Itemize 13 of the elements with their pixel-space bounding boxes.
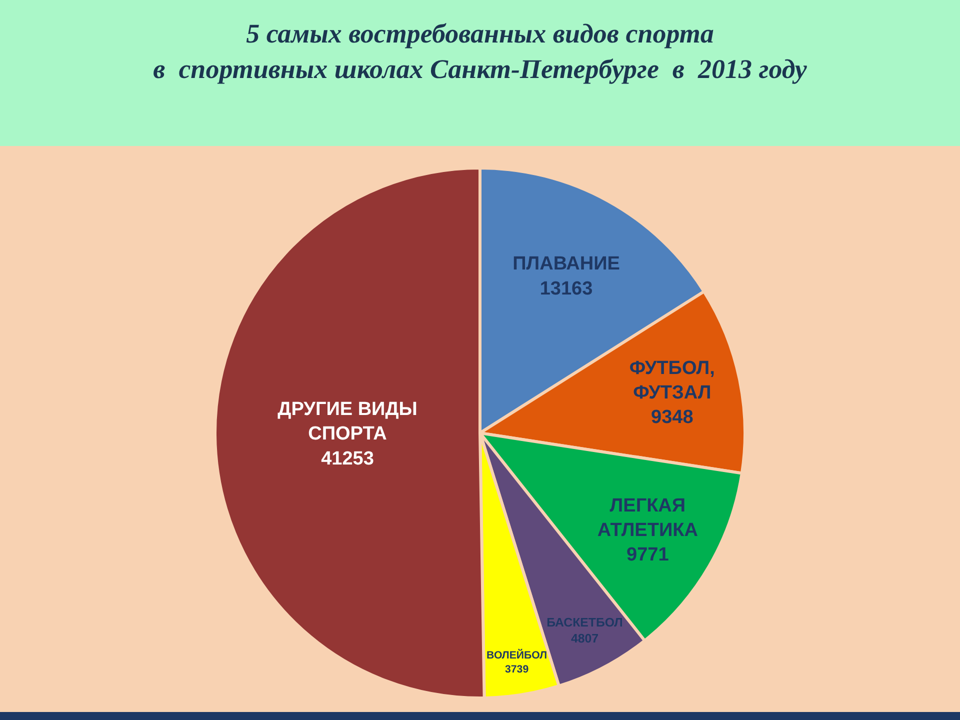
data-label: 3739: [505, 664, 529, 676]
slice-label: ПЛАВАНИЕ: [512, 254, 620, 275]
slice-label: ФУТБОЛ, ФУТЗАЛ: [629, 358, 715, 404]
slice-label: ЛЕГКАЯ АТЛЕТИКА: [597, 495, 698, 542]
chart-title: 5 самых востребованных видов спорта в спортивных школах Санкт-Петербурге в 2013 году: [153, 18, 808, 84]
slice-label: ВОЛЕЙБОЛ: [486, 648, 548, 662]
data-label: 4807: [570, 632, 599, 646]
data-label: 41253: [321, 448, 374, 470]
slice-label: ДРУГИЕ ВИДЫ СПОРТА: [278, 398, 418, 445]
data-label: 9348: [651, 407, 694, 428]
data-label: 13163: [540, 278, 593, 300]
data-label: 9771: [626, 544, 670, 566]
slice-label: БАСКЕТБОЛ: [546, 616, 623, 630]
